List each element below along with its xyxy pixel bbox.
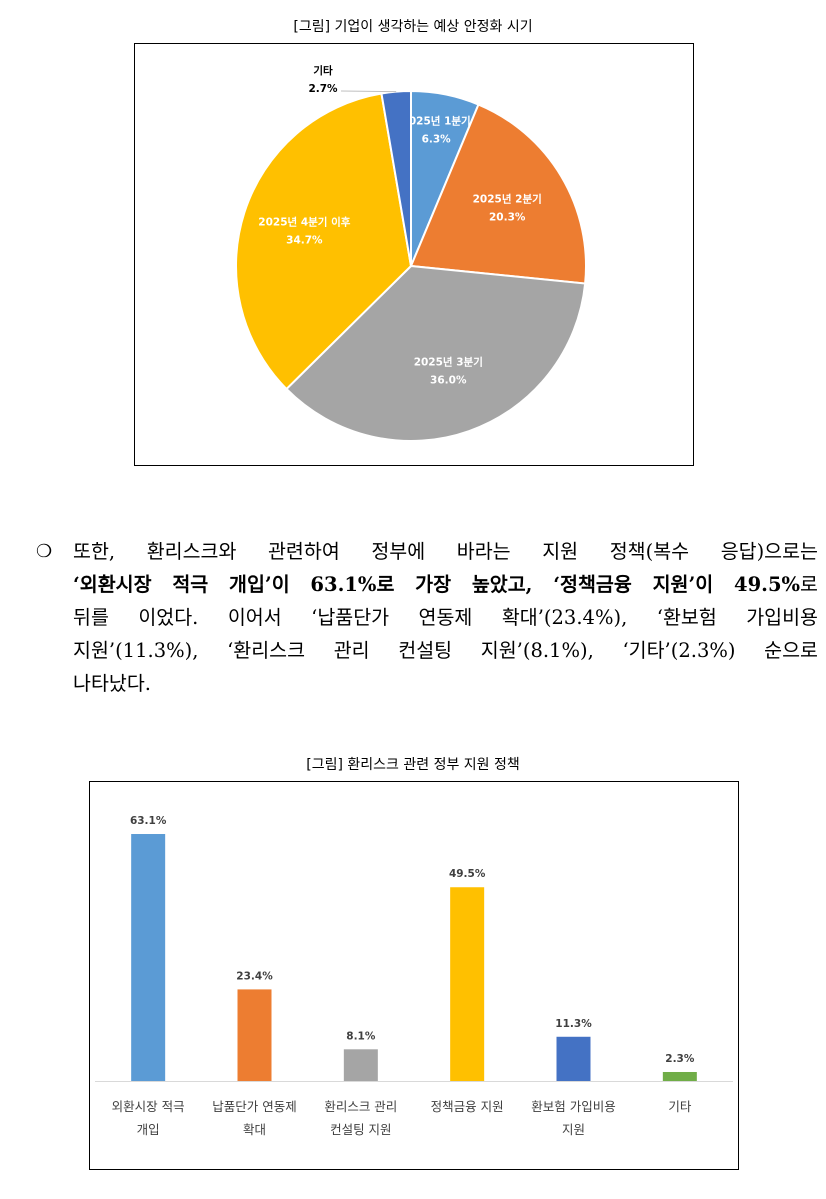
category-tick-label: 지원 — [562, 1122, 585, 1137]
category-tick-label: 기타 — [668, 1099, 692, 1114]
category-tick-label: 확대 — [243, 1122, 266, 1137]
category-tick-label: 정책금융 지원 — [431, 1099, 504, 1114]
category-tick-label: 개입 — [137, 1122, 160, 1137]
bar-value-label: 2.3% — [665, 1053, 695, 1065]
text-segment: 지원’(11.3%), ‘환리스크 관리 컨설팅 지원’(8.1%), ‘기타’… — [73, 639, 818, 662]
bar — [556, 1036, 591, 1081]
pie-chart: 2025년 1분기 6.3% 2025년 2분기 20.3% 2025년 3분기 36.0… — [235, 64, 587, 442]
bar — [450, 887, 485, 1081]
body-paragraph: ❍ 또한, 환리스크와 관련하여 정부에 바라는 지원 정책(복수 응답)으로는… — [36, 535, 818, 700]
bold-text: ‘외환시장 적극 개입’이 63.1%로 가장 높았고, ‘정책금융 지원’이 … — [73, 573, 801, 596]
bar-value-label: 63.1% — [130, 815, 167, 827]
text-segment: 나타났다. — [73, 672, 151, 695]
bar-value-label: 23.4% — [236, 970, 273, 982]
figure1-caption: [그림] 기업이 생각하는 예상 안정화 시기 — [293, 19, 533, 35]
text-segment: 또한, 환리스크와 관련하여 정부에 바라는 지원 정책(복수 응답)으로는 — [73, 540, 818, 563]
pie-label: 기타 — [313, 64, 333, 77]
bar — [131, 834, 166, 1081]
paragraph-line: 뒤를 이었다. 이어서 ‘납품단가 연동제 확대’(23.4%), ‘환보험 가… — [36, 601, 818, 634]
category-tick-label: 외환시장 적극 — [112, 1099, 185, 1114]
bullet-icon: ❍ — [36, 541, 53, 562]
pie-label: 2025년 4분기 이후 — [258, 216, 350, 229]
pie-value-label: 36.0% — [430, 375, 467, 387]
bar-value-label: 8.1% — [346, 1030, 376, 1042]
bar — [662, 1071, 697, 1081]
category-tick-label: 컨설팅 지원 — [330, 1122, 391, 1137]
category-tick-label: 환보험 가입비용 — [531, 1099, 615, 1114]
pie-label: 2025년 3분기 — [414, 356, 483, 369]
bar — [237, 989, 272, 1081]
bar-value-label: 49.5% — [449, 868, 486, 880]
figure2-caption: [그림] 환리스크 관련 정부 지원 정책 — [306, 757, 520, 773]
pie-value-label: 34.7% — [286, 235, 323, 247]
paragraph-line: 또한, 환리스크와 관련하여 정부에 바라는 지원 정책(복수 응답)으로는 — [36, 535, 818, 568]
paragraph-line: 나타났다. — [36, 667, 818, 700]
text-segment: 로 — [800, 573, 818, 596]
bar — [343, 1049, 378, 1081]
pie-value-label: 20.3% — [489, 212, 526, 224]
paragraph-line: ‘외환시장 적극 개입’이 63.1%로 가장 높았고, ‘정책금융 지원’이 … — [36, 568, 818, 601]
pie-chart-frame: 2025년 1분기 6.3% 2025년 2분기 20.3% 2025년 3분기 36.0… — [134, 43, 694, 466]
category-tick-label: 납품단가 연동제 — [212, 1099, 296, 1114]
text-segment: 뒤를 이었다. 이어서 ‘납품단가 연동제 확대’(23.4%), ‘환보험 가… — [73, 606, 818, 629]
bar-value-label: 11.3% — [555, 1018, 592, 1030]
pie-slice-2 — [409, 103, 587, 285]
category-tick-label: 환리스크 관리 — [324, 1099, 397, 1114]
pie-leader-line — [340, 90, 397, 93]
pie-slice-4 — [235, 92, 413, 391]
pie-slice-3 — [285, 264, 587, 442]
paragraph-line: 지원’(11.3%), ‘환리스크 관리 컨설팅 지원’(8.1%), ‘기타’… — [36, 634, 818, 667]
pie-value-label: 6.3% — [422, 134, 452, 146]
pie-label: 2025년 2분기 — [473, 193, 542, 206]
pie-value-label: 2.7% — [308, 83, 338, 95]
pie-label: 2025년 1분기 — [402, 115, 471, 128]
